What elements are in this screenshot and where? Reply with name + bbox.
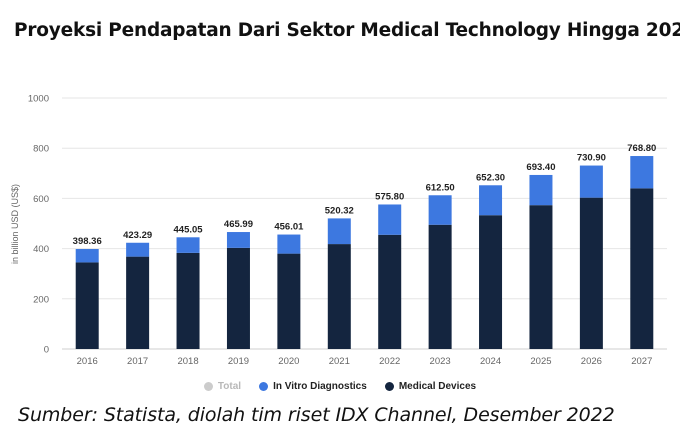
bar-medical-devices-2024[interactable]: [479, 215, 503, 349]
legend-label-in-vitro: In Vitro Diagnostics: [273, 380, 367, 392]
bar-in-vitro-2026[interactable]: [579, 165, 603, 198]
data-label-total-2027: 768.80: [627, 143, 656, 154]
bars: [75, 156, 654, 349]
x-tick-label-2022: 2022: [379, 356, 400, 367]
x-tick-label-2020: 2020: [278, 356, 299, 367]
bar-in-vitro-2016[interactable]: [75, 249, 99, 263]
legend-item-total[interactable]: Total: [203, 380, 242, 392]
x-tick-label-2024: 2024: [480, 356, 501, 367]
bar-in-vitro-2019[interactable]: [226, 232, 250, 248]
bar-medical-devices-2025[interactable]: [529, 205, 553, 349]
bar-in-vitro-2027[interactable]: [630, 156, 654, 189]
x-tick-label-2017: 2017: [127, 356, 148, 367]
legend-item-in-vitro[interactable]: In Vitro Diagnostics: [259, 381, 367, 392]
source-caption: Sumber: Statista, diolah tim riset IDX C…: [18, 404, 615, 426]
stacked-bar-chart: 0 200 400 600 800 1000 in billion USD (US$) 3…: [10, 94, 667, 367]
gridlines: [62, 97, 667, 350]
bar-medical-devices-2022[interactable]: [378, 234, 402, 349]
x-axis-ticks: 2016 2017 2018 2019 2020 2021 2022 2023 2024 2025…: [77, 356, 653, 367]
legend-label-medical-devices: Medical Devices: [398, 380, 477, 392]
legend-label-total: Total: [217, 380, 242, 392]
data-label-total-2021: 520.32: [325, 205, 354, 216]
bar-medical-devices-2027[interactable]: [630, 188, 654, 349]
bar-medical-devices-2019[interactable]: [226, 247, 250, 349]
x-tick-label-2016: 2016: [77, 356, 98, 367]
x-tick-label-2021: 2021: [329, 356, 350, 367]
y-tick-label: 400: [33, 244, 49, 255]
bar-in-vitro-2024[interactable]: [479, 185, 503, 216]
x-tick-label-2023: 2023: [430, 356, 451, 367]
data-label-total-2020: 456.01: [274, 222, 304, 233]
x-tick-label-2027: 2027: [631, 356, 652, 367]
data-label-total-2023: 612.50: [426, 182, 455, 193]
bar-medical-devices-2026[interactable]: [579, 197, 603, 349]
data-label-total-2018: 445.05: [174, 224, 204, 235]
bar-medical-devices-2017[interactable]: [126, 256, 150, 349]
y-tick-label: 600: [33, 194, 49, 205]
y-tick-label: 200: [33, 294, 49, 305]
bar-in-vitro-2021[interactable]: [327, 218, 351, 245]
legend-swatch-in-vitro: [259, 381, 269, 391]
y-axis-ticks: 0 200 400 600 800 1000: [28, 94, 49, 356]
legend-swatch-total: [203, 381, 213, 391]
data-label-total-2024: 652.30: [476, 172, 505, 183]
bar-in-vitro-2017[interactable]: [126, 242, 150, 257]
data-label-total-2022: 575.80: [375, 191, 404, 202]
bar-in-vitro-2025[interactable]: [529, 174, 553, 206]
data-label-total-2017: 423.29: [123, 230, 152, 241]
y-tick-label: 0: [44, 345, 49, 356]
bar-medical-devices-2021[interactable]: [327, 244, 351, 349]
bar-in-vitro-2018[interactable]: [176, 237, 200, 253]
y-axis-label: in billion USD (US$): [10, 184, 20, 264]
data-label-total-2026: 730.90: [577, 153, 606, 164]
legend: Total In Vitro Diagnostics Medical Devic…: [0, 378, 680, 394]
bar-in-vitro-2022[interactable]: [378, 204, 402, 235]
bar-in-vitro-2020[interactable]: [277, 234, 301, 254]
x-tick-label-2019: 2019: [228, 356, 249, 367]
data-labels: 398.36 423.29 445.05 465.99 456.01 520.32 575.…: [73, 143, 657, 247]
data-label-total-2019: 465.99: [224, 219, 253, 230]
bar-medical-devices-2018[interactable]: [176, 252, 200, 349]
x-tick-label-2026: 2026: [581, 356, 602, 367]
legend-swatch-medical-devices: [384, 381, 394, 391]
y-tick-label: 800: [33, 144, 49, 155]
x-tick-label-2018: 2018: [177, 356, 198, 367]
chart-title: Proyeksi Pendapatan Dari Sektor Medical …: [14, 20, 680, 41]
legend-item-medical-devices[interactable]: Medical Devices: [384, 380, 477, 392]
y-tick-label: 1000: [28, 94, 49, 105]
bar-in-vitro-2023[interactable]: [428, 195, 452, 225]
x-tick-label-2025: 2025: [530, 356, 551, 367]
data-label-total-2025: 693.40: [526, 162, 555, 173]
data-label-total-2016: 398.36: [73, 236, 102, 247]
bar-medical-devices-2023[interactable]: [428, 224, 452, 349]
bar-medical-devices-2016[interactable]: [75, 262, 99, 349]
bar-medical-devices-2020[interactable]: [277, 253, 301, 349]
